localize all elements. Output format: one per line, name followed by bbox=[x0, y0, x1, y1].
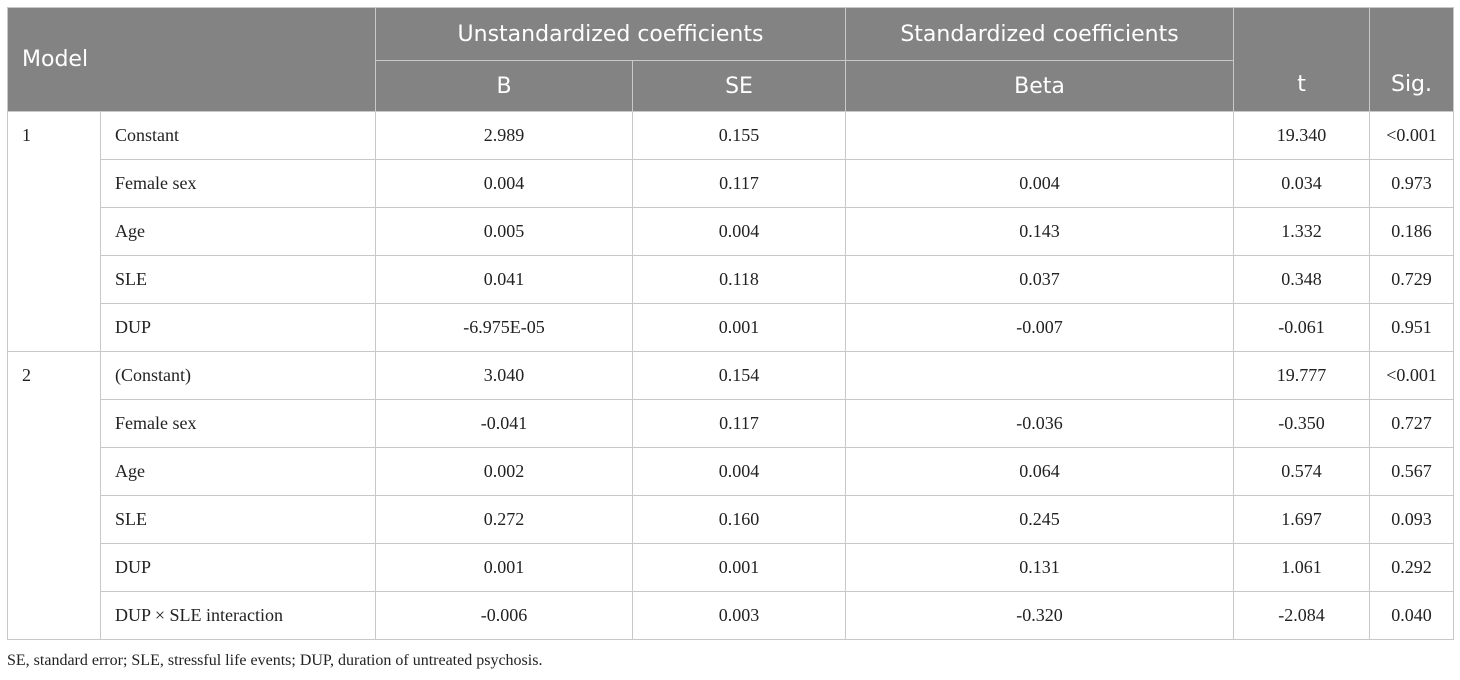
beta-cell: 0.245 bbox=[845, 495, 1235, 544]
b-cell: 0.272 bbox=[375, 495, 633, 544]
b-cell: 2.989 bbox=[375, 111, 633, 160]
model-number: 1 bbox=[7, 111, 101, 352]
b-cell: 0.004 bbox=[375, 159, 633, 208]
variable-cell: Female sex bbox=[100, 399, 376, 448]
table-footnote: SE, standard error; SLE, stressful life … bbox=[7, 652, 543, 669]
table-row: 1 Constant 2.989 0.155 19.340 <0.001 bbox=[7, 111, 1455, 352]
sig-cell: 0.040 bbox=[1369, 591, 1455, 640]
beta-cell: 0.143 bbox=[845, 207, 1235, 256]
variable-cell: Constant bbox=[100, 111, 376, 160]
beta-header: Beta bbox=[845, 60, 1235, 112]
table-row: DUP 0.001 0.001 0.131 1.061 0.292 bbox=[8, 543, 1455, 592]
beta-cell bbox=[845, 351, 1235, 400]
sig-cell: <0.001 bbox=[1369, 111, 1455, 160]
table-row: SLE 0.041 0.118 0.037 0.348 0.729 bbox=[8, 255, 1455, 304]
variable-cell: DUP bbox=[100, 543, 376, 592]
table-row: DUP -6.975E-05 0.001 -0.007 -0.061 0.951 bbox=[8, 303, 1455, 352]
model-number: 2 bbox=[7, 351, 101, 640]
b-cell: 3.040 bbox=[375, 351, 633, 400]
beta-cell: -0.036 bbox=[845, 399, 1235, 448]
t-cell: 1.697 bbox=[1233, 495, 1371, 544]
b-cell: 0.005 bbox=[375, 207, 633, 256]
table-row: Age 0.005 0.004 0.143 1.332 0.186 bbox=[8, 207, 1455, 256]
sig-cell: 0.951 bbox=[1369, 303, 1455, 352]
sig-header-spacer: Sig. bbox=[1369, 7, 1455, 112]
se-cell: 0.003 bbox=[631, 591, 847, 640]
se-cell: 0.001 bbox=[631, 543, 847, 592]
b-cell: -0.006 bbox=[375, 591, 633, 640]
se-cell: 0.004 bbox=[631, 447, 847, 496]
beta-cell: 0.037 bbox=[845, 255, 1235, 304]
sig-cell: 0.567 bbox=[1369, 447, 1455, 496]
beta-cell: 0.131 bbox=[845, 543, 1235, 592]
sig-cell: <0.001 bbox=[1369, 351, 1455, 400]
se-cell: 0.154 bbox=[631, 351, 847, 400]
table-row: 2 (Constant) 3.040 0.154 19.777 <0.001 bbox=[7, 351, 1455, 640]
se-cell: 0.004 bbox=[631, 207, 847, 256]
beta-cell: 0.004 bbox=[845, 159, 1235, 208]
table-row: SLE 0.272 0.160 0.245 1.697 0.093 bbox=[8, 495, 1455, 544]
t-cell: -0.061 bbox=[1233, 303, 1371, 352]
sig-cell: 0.729 bbox=[1369, 255, 1455, 304]
se-cell: 0.001 bbox=[631, 303, 847, 352]
sig-cell: 0.292 bbox=[1369, 543, 1455, 592]
sig-header: Sig. bbox=[1390, 72, 1433, 97]
t-cell: 0.348 bbox=[1233, 255, 1371, 304]
t-header-spacer: t bbox=[1233, 7, 1371, 112]
sig-cell: 0.973 bbox=[1369, 159, 1455, 208]
t-cell: 1.332 bbox=[1233, 207, 1371, 256]
beta-cell: -0.007 bbox=[845, 303, 1235, 352]
t-cell: 19.777 bbox=[1233, 351, 1371, 400]
b-header: B bbox=[375, 60, 633, 112]
header-row-2: B SE Beta bbox=[8, 60, 1454, 112]
b-cell: 0.001 bbox=[375, 543, 633, 592]
beta-cell: 0.064 bbox=[845, 447, 1235, 496]
coefficients-table-container: Model Unstandardized coefficients Standa… bbox=[7, 7, 1455, 640]
se-cell: 0.160 bbox=[631, 495, 847, 544]
sig-cell: 0.727 bbox=[1369, 399, 1455, 448]
model-header: Model bbox=[7, 7, 376, 112]
b-cell: 0.002 bbox=[375, 447, 633, 496]
b-cell: -6.975E-05 bbox=[375, 303, 633, 352]
sig-cell: 0.186 bbox=[1369, 207, 1455, 256]
table-row: Female sex 0.004 0.117 0.004 0.034 0.973 bbox=[8, 159, 1455, 208]
se-cell: 0.118 bbox=[631, 255, 847, 304]
t-cell: 0.034 bbox=[1233, 159, 1371, 208]
t-cell: -0.350 bbox=[1233, 399, 1371, 448]
variable-cell: (Constant) bbox=[100, 351, 376, 400]
t-cell: 19.340 bbox=[1233, 111, 1371, 160]
table-row: Age 0.002 0.004 0.064 0.574 0.567 bbox=[8, 447, 1455, 496]
table-header: Model Unstandardized coefficients Standa… bbox=[7, 7, 1455, 112]
t-cell: 1.061 bbox=[1233, 543, 1371, 592]
se-cell: 0.155 bbox=[631, 111, 847, 160]
t-cell: 0.574 bbox=[1233, 447, 1371, 496]
standardized-header: Standardized coefficients bbox=[845, 7, 1235, 61]
sig-cell: 0.093 bbox=[1369, 495, 1455, 544]
table-row: DUP × SLE interaction -0.006 0.003 -0.32… bbox=[8, 591, 1455, 640]
header-row-1: Model Unstandardized coefficients Standa… bbox=[7, 7, 1455, 112]
se-cell: 0.117 bbox=[631, 159, 847, 208]
table-body: 1 Constant 2.989 0.155 19.340 <0.001 Fem… bbox=[7, 111, 1455, 640]
se-cell: 0.117 bbox=[631, 399, 847, 448]
se-header: SE bbox=[631, 60, 847, 112]
beta-cell bbox=[845, 111, 1235, 160]
variable-cell: Female sex bbox=[100, 159, 376, 208]
unstandardized-header: Unstandardized coefficients bbox=[374, 7, 847, 61]
variable-cell: Age bbox=[100, 447, 376, 496]
variable-cell: DUP × SLE interaction bbox=[100, 591, 376, 640]
coefficients-table: Model Unstandardized coefficients Standa… bbox=[7, 7, 1455, 640]
b-cell: 0.041 bbox=[375, 255, 633, 304]
b-cell: -0.041 bbox=[375, 399, 633, 448]
beta-cell: -0.320 bbox=[845, 591, 1235, 640]
t-cell: -2.084 bbox=[1233, 591, 1371, 640]
variable-cell: SLE bbox=[100, 495, 376, 544]
t-header: t bbox=[1297, 72, 1306, 97]
variable-cell: Age bbox=[100, 207, 376, 256]
table-row: Female sex -0.041 0.117 -0.036 -0.350 0.… bbox=[8, 399, 1455, 448]
variable-cell: SLE bbox=[100, 255, 376, 304]
variable-cell: DUP bbox=[100, 303, 376, 352]
